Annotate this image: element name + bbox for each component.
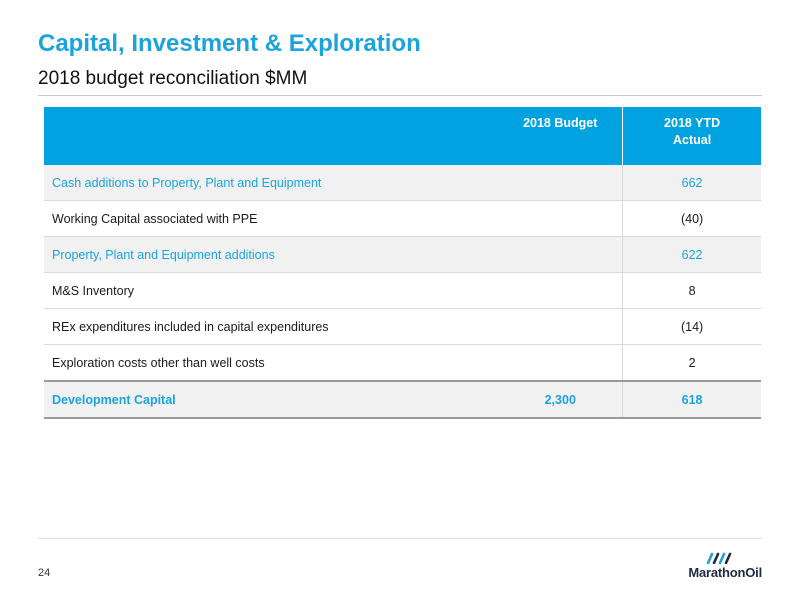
row-label: Working Capital associated with PPE xyxy=(44,200,499,237)
row-label: Property, Plant and Equipment additions xyxy=(44,236,499,273)
table-row: Property, Plant and Equipment additions … xyxy=(44,236,761,273)
row-actual: 662 xyxy=(622,165,761,201)
row-budget xyxy=(498,236,623,273)
header-actual-line2: Actual xyxy=(672,133,712,147)
row-actual: 622 xyxy=(622,236,761,273)
table-row: Cash additions to Property, Plant and Eq… xyxy=(44,165,761,201)
total-budget: 2,300 xyxy=(498,380,623,419)
table-row: M&S Inventory 8 xyxy=(44,272,761,309)
row-label: Cash additions to Property, Plant and Eq… xyxy=(44,165,499,201)
header-label-cell xyxy=(44,107,499,165)
row-budget xyxy=(498,200,623,237)
logo-mark-icon xyxy=(706,552,732,564)
marathon-oil-logo: MarathonOil xyxy=(642,552,762,586)
header-budget-label: 2018 Budget xyxy=(523,116,598,130)
row-actual: 8 xyxy=(622,272,761,309)
row-budget xyxy=(498,272,623,309)
page-title: Capital, Investment & Exploration xyxy=(38,30,421,57)
reconciliation-table: 2018 Budget 2018 YTD Actual Cash additio… xyxy=(44,107,761,419)
row-actual: (40) xyxy=(622,200,761,237)
row-budget xyxy=(498,344,623,382)
table-row: Exploration costs other than well costs … xyxy=(44,344,761,382)
row-actual: (14) xyxy=(622,308,761,345)
page-subtitle: 2018 budget reconciliation $MM xyxy=(38,68,308,89)
header-actual-line1: 2018 YTD xyxy=(664,116,721,130)
logo-wordmark: MarathonOil xyxy=(688,565,762,580)
header-ytd-actual: 2018 YTD Actual xyxy=(622,107,761,165)
page-number: 24 xyxy=(38,567,51,579)
table-total-row: Development Capital 2,300 618 xyxy=(44,380,761,419)
row-label: Exploration costs other than well costs xyxy=(44,344,499,382)
title-divider xyxy=(38,95,762,96)
row-budget xyxy=(498,308,623,345)
row-actual: 2 xyxy=(622,344,761,382)
row-label: M&S Inventory xyxy=(44,272,499,309)
table-row: Working Capital associated with PPE (40) xyxy=(44,200,761,237)
total-actual: 618 xyxy=(622,380,761,419)
total-label: Development Capital xyxy=(44,380,499,419)
header-budget: 2018 Budget xyxy=(498,107,623,165)
row-budget xyxy=(498,165,623,201)
footer-divider xyxy=(38,538,762,539)
table-header-row: 2018 Budget 2018 YTD Actual xyxy=(44,107,761,165)
table-row: REx expenditures included in capital exp… xyxy=(44,308,761,345)
row-label: REx expenditures included in capital exp… xyxy=(44,308,499,345)
